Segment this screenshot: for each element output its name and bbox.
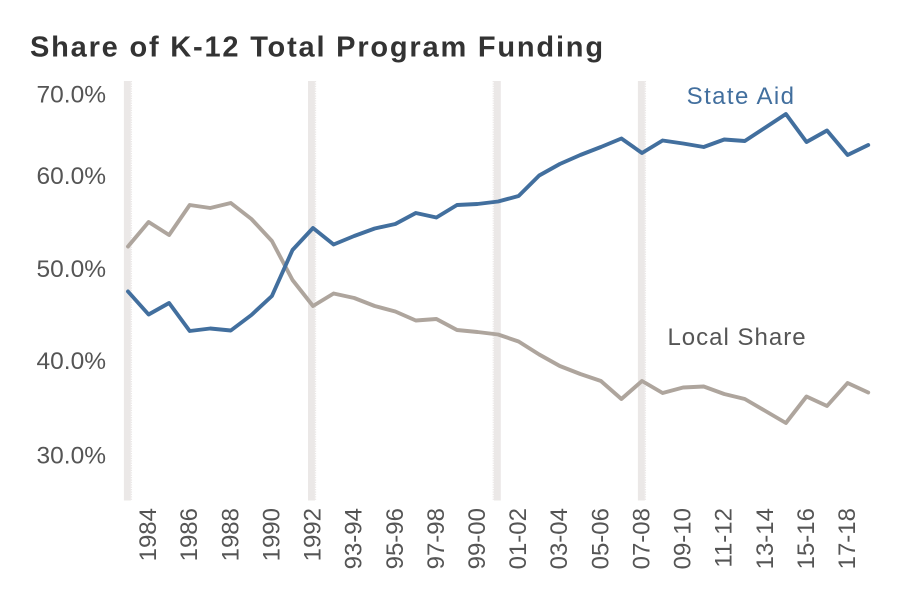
svg-text:17-18: 17-18 xyxy=(834,508,861,569)
svg-text:Local Share: Local Share xyxy=(667,324,806,351)
svg-text:60.0%: 60.0% xyxy=(37,163,106,190)
svg-text:30.0%: 30.0% xyxy=(37,443,106,470)
svg-text:Share of K-12 Total Program Fu: Share of K-12 Total Program Funding xyxy=(30,32,605,64)
svg-text:03-04: 03-04 xyxy=(546,508,573,569)
svg-text:99-00: 99-00 xyxy=(464,508,491,569)
svg-text:50.0%: 50.0% xyxy=(37,256,106,283)
svg-text:01-02: 01-02 xyxy=(505,508,532,569)
svg-text:07-08: 07-08 xyxy=(628,508,655,569)
svg-text:93-94: 93-94 xyxy=(341,508,368,569)
svg-text:1990: 1990 xyxy=(258,508,285,561)
svg-text:1988: 1988 xyxy=(217,508,244,561)
svg-text:40.0%: 40.0% xyxy=(37,348,106,375)
svg-text:05-06: 05-06 xyxy=(587,508,614,569)
svg-text:1986: 1986 xyxy=(176,508,203,561)
svg-text:15-16: 15-16 xyxy=(793,508,820,569)
svg-text:1992: 1992 xyxy=(300,508,327,561)
svg-text:97-98: 97-98 xyxy=(423,508,450,569)
svg-text:70.0%: 70.0% xyxy=(37,82,106,109)
svg-text:State Aid: State Aid xyxy=(687,83,796,110)
svg-text:13-14: 13-14 xyxy=(752,508,779,569)
svg-text:95-96: 95-96 xyxy=(382,508,409,569)
svg-text:09-10: 09-10 xyxy=(670,508,697,569)
svg-text:1984: 1984 xyxy=(135,508,162,561)
svg-text:11-12: 11-12 xyxy=(711,508,738,568)
